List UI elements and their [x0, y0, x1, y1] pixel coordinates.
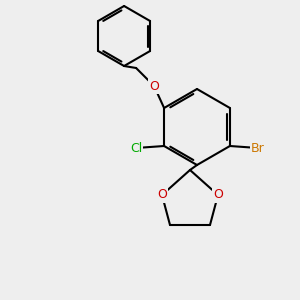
Text: O: O	[157, 188, 167, 202]
Text: Br: Br	[251, 142, 265, 154]
Text: Cl: Cl	[130, 142, 142, 154]
Text: O: O	[213, 188, 223, 202]
Text: O: O	[149, 80, 159, 92]
